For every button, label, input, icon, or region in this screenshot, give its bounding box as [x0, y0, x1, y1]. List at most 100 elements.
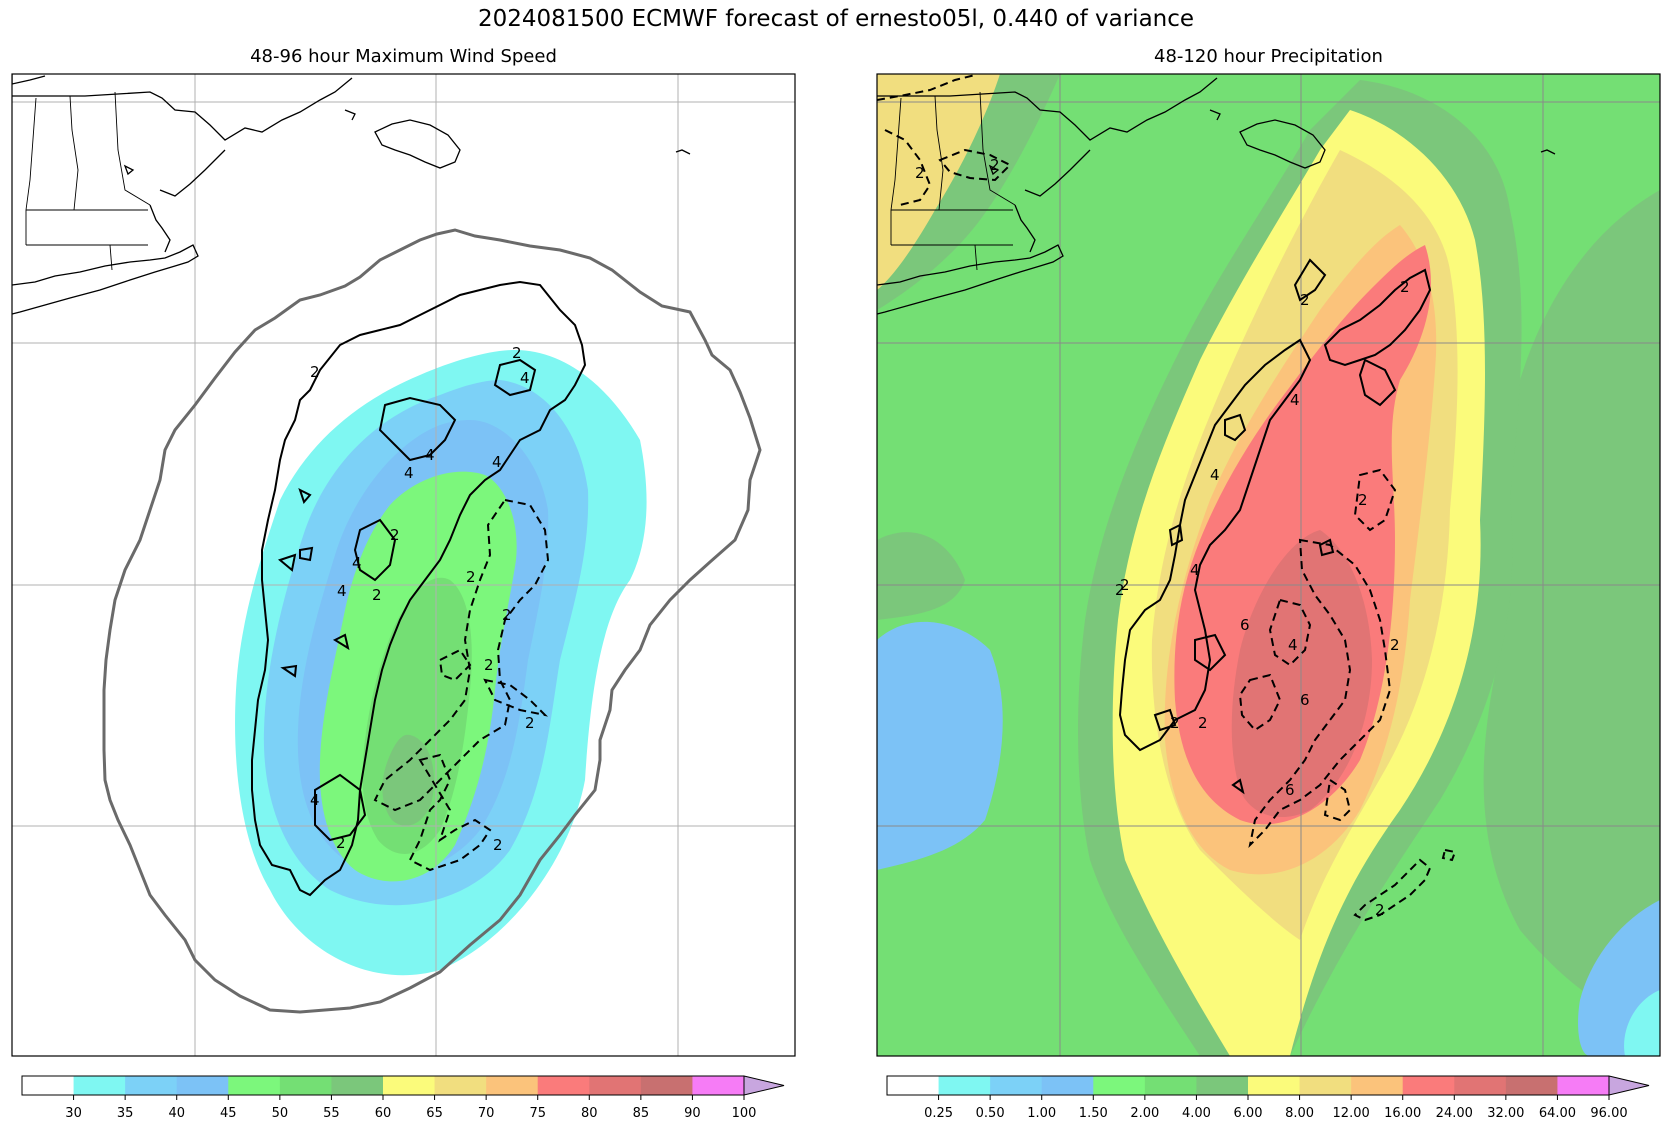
wind-contour-label: 2 — [310, 363, 320, 381]
precip-colorbar-tick-label: 0.50 — [976, 1106, 1005, 1121]
precip-contour-label: 2 — [1300, 291, 1310, 309]
precip-contour-label: 4 — [1288, 636, 1298, 654]
wind-colorbar-tick-label: 60 — [375, 1106, 392, 1121]
precip-contour-label: 2 — [1120, 576, 1130, 594]
left-panel-title: 48-96 hour Maximum Wind Speed — [250, 46, 557, 67]
wind-colorbar-tick-label: 40 — [168, 1106, 185, 1121]
precip-colorbar-tick-label: 12.00 — [1333, 1106, 1370, 1121]
precip-contour-label: 2 — [1358, 491, 1368, 509]
wind-colorbar-tick-label: 55 — [323, 1106, 340, 1121]
wind-contour-label: 4 — [404, 464, 414, 482]
wind-colorbar-box — [331, 1076, 384, 1095]
wind-dashed-contours — [373, 498, 550, 872]
wind-colorbar-extend-arrow — [743, 1075, 785, 1096]
right-panel-title: 48-120 hour Precipitation — [1154, 46, 1383, 67]
wind-colorbar-box — [22, 1076, 75, 1095]
precip-colorbar-tick-label: 24.00 — [1436, 1106, 1473, 1121]
wind-contour-label: 2 — [512, 344, 522, 362]
wind-gridlines — [12, 74, 795, 1056]
precip-contour-label: 2 — [915, 164, 925, 182]
wind-colorbar-tick-label: 70 — [478, 1106, 495, 1121]
precip-fill-1-5-west — [877, 621, 1003, 870]
wind-colorbar-tick-label: 90 — [684, 1106, 701, 1121]
wind-colorbar-tick-label: 65 — [426, 1106, 443, 1121]
precip-contour-label: 6 — [1300, 691, 1310, 709]
precip-colorbar-tick-label: 1.50 — [1079, 1106, 1108, 1121]
wind-contour-label: 4 — [492, 453, 502, 471]
wind-contour-labels: 2 2 4 4 4 4 4 4 4 2 2 2 2 2 2 2 2 — [310, 344, 535, 854]
wind-colorbar-tick-label: 35 — [117, 1106, 134, 1121]
precip-colorbar-box — [1041, 1076, 1094, 1095]
precip-contour-label: 2 — [1375, 901, 1385, 919]
wind-coastlines — [12, 74, 691, 315]
wind-contour-label: 2 — [372, 586, 382, 604]
precip-contour-label: 6 — [1285, 781, 1295, 799]
wind-fill-55-60 — [382, 734, 434, 826]
precip-contour-label: 2 — [1115, 581, 1125, 599]
wind-contour-label: 2 — [484, 656, 494, 674]
wind-contour-label: 2 — [502, 606, 512, 624]
precip-colorbar-tick-label: 64.00 — [1539, 1106, 1576, 1121]
precip-colorbar-tick-label: 0.25 — [924, 1106, 953, 1121]
wind-colorbar-box — [73, 1076, 126, 1095]
figure-title: 2024081500 ECMWF forecast of ernesto05l,… — [477, 6, 1195, 32]
wind-contour-label: 2 — [525, 714, 535, 732]
wind-colorbar-tick-label: 50 — [272, 1106, 289, 1121]
wind-colorbar-tick-label: 85 — [633, 1106, 650, 1121]
precip-colorbar-box — [1402, 1076, 1455, 1095]
precip-colorbar-box — [1454, 1076, 1507, 1095]
precip-colorbar-tick-label: 8.00 — [1285, 1106, 1314, 1121]
precip-colorbar-tick-label: 2.00 — [1130, 1106, 1159, 1121]
wind-colorbar-tick-label: 100 — [732, 1106, 757, 1121]
precip-colorbar-box — [1299, 1076, 1352, 1095]
precip-colorbar-box — [1505, 1076, 1558, 1095]
precip-fill-6-8-west — [877, 532, 965, 620]
precip-colorbar-tick-label: 1.00 — [1027, 1106, 1056, 1121]
wind-colorbar-tick-label: 45 — [220, 1106, 237, 1121]
wind-colorbar-tick-label: 30 — [65, 1106, 82, 1121]
precip-colorbar-box — [1144, 1076, 1197, 1095]
precip-dashed-contours — [877, 74, 1457, 922]
precip-solid-contours — [1118, 258, 1432, 795]
precip-contour-label: 2 — [990, 156, 1000, 174]
wind-contour-label: 2 — [493, 836, 503, 854]
wind-contour-label: 4 — [337, 582, 347, 600]
precip-contour-label: 2 — [1198, 714, 1208, 732]
wind-colorbar-box — [176, 1076, 229, 1095]
precip-coastlines — [877, 77, 1556, 315]
precip-colorbar-box — [1093, 1076, 1146, 1095]
precipitation-map: 2 2 2 4 4 4 6 2 2 2 2 2 4 6 6 2 2 2 — [877, 74, 1660, 1056]
precip-fill-6-8-east — [1483, 190, 1660, 1030]
precip-colorbar-tick-label: 16.00 — [1384, 1106, 1421, 1121]
precip-fill-05-1-southeast — [1624, 990, 1660, 1056]
precip-colorbar-tick-label: 96.00 — [1590, 1106, 1627, 1121]
precip-colorbar-box — [887, 1076, 940, 1095]
wind-colorbar-box — [279, 1076, 332, 1095]
wind-colorbar-tick-label: 75 — [529, 1106, 546, 1121]
precip-contour-labels: 2 2 2 4 4 4 6 2 2 2 2 2 4 6 6 2 2 2 — [915, 156, 1410, 919]
wind-colorbar-box — [434, 1076, 487, 1095]
wind-colorbar-box — [640, 1076, 693, 1095]
wind-colorbar-box — [228, 1076, 281, 1095]
precip-colorbar-extend-arrow — [1608, 1075, 1650, 1096]
precip-colorbar-tick-label: 32.00 — [1487, 1106, 1524, 1121]
precip-colorbar-box — [1248, 1076, 1301, 1095]
precip-colorbar-tick-label: 4.00 — [1182, 1106, 1211, 1121]
wind-speed-map: 2 2 4 4 4 4 4 4 4 2 2 2 2 2 2 2 2 — [12, 74, 795, 1056]
wind-borders — [25, 91, 151, 271]
precip-colorbar: 0.25 0.50 1.00 1.50 2.00 4.00 6.00 8.00 12.00 16.… — [886, 1075, 1650, 1121]
precip-colorbar-box — [1557, 1076, 1610, 1095]
precip-contour-label: 2 — [1400, 278, 1410, 296]
wind-contour-label: 2 — [390, 526, 400, 544]
precip-contour-label: 2 — [1170, 714, 1180, 732]
wind-colorbar-box — [537, 1076, 590, 1095]
precip-contour-label: 6 — [1240, 616, 1250, 634]
precip-colorbar-box — [938, 1076, 991, 1095]
precip-colorbar-tick-label: 6.00 — [1234, 1106, 1263, 1121]
wind-colorbar-box — [125, 1076, 178, 1095]
precip-colorbar-box — [1351, 1076, 1404, 1095]
wind-contour-label: 2 — [466, 568, 476, 586]
precip-contour-label: 4 — [1210, 466, 1220, 484]
precip-fill-24-32 — [1231, 530, 1372, 818]
